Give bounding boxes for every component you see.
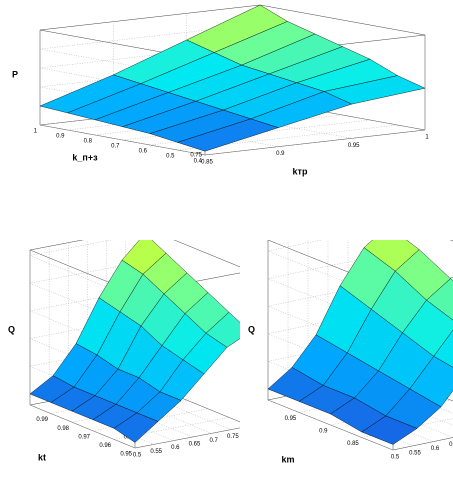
x-tick-label: 0.85: [201, 160, 213, 166]
y-tick-label: 0.98: [57, 426, 69, 432]
x-tick-label: 0.55: [409, 450, 421, 456]
x-tick-label: 1: [425, 135, 429, 141]
y-tick-label: 0.4: [194, 159, 203, 165]
y-tick-label: 0.9: [56, 134, 65, 140]
z-axis-label: Q: [8, 324, 15, 334]
x-tick-label: 0.65: [449, 442, 453, 448]
surface-plot: 0.750.80.850.90.950.850.90.95110.90.80.7…: [34, 5, 430, 166]
x-axis-label: kтр: [293, 166, 308, 176]
y-tick-label: 0.97: [78, 434, 90, 440]
y-tick-label: 0.5: [166, 154, 175, 160]
y-tick-label: 0.95: [120, 452, 132, 458]
x-tick-label: 0.95: [348, 143, 360, 149]
z-axis-label: Q: [248, 324, 255, 334]
x-tick-label: 0.7: [209, 438, 218, 444]
y-axis-label: k_п+з: [72, 152, 98, 162]
y-tick-label: 0.85: [347, 441, 359, 447]
surface-plot: 0.70.750.80.850.90.950.50.550.60.650.70.…: [30, 228, 250, 459]
y-axis-label: km: [281, 454, 294, 464]
x-tick-label: 0.55: [150, 449, 162, 455]
y-tick-label: 0.96: [99, 443, 111, 449]
x-tick-label: 0.6: [171, 445, 180, 451]
x-tick-label: 0.75: [227, 434, 239, 440]
y-tick-label: 0.6: [139, 149, 148, 155]
box-edge: [268, 215, 388, 240]
y-tick-label: 0.99: [36, 417, 48, 423]
x-tick-label: 0.65: [189, 442, 201, 448]
y-axis-label: kt: [38, 452, 46, 462]
y-tick-label: 0.8: [84, 139, 93, 145]
z-axis-label: P: [12, 69, 18, 79]
y-tick-label: 1: [34, 129, 38, 135]
surface-plot: 0.70.750.80.850.90.950.50.550.60.650.70.…: [268, 215, 453, 461]
y-tick-label: 0.95: [285, 416, 297, 422]
x-tick-label: 0.6: [431, 446, 440, 452]
y-tick-label: 0.7: [111, 144, 120, 150]
x-tick-label: 0.5: [133, 453, 142, 459]
y-tick-label: 0.9: [319, 429, 328, 435]
x-tick-label: 0.5: [391, 455, 400, 461]
x-tick-label: 0.9: [276, 151, 285, 157]
